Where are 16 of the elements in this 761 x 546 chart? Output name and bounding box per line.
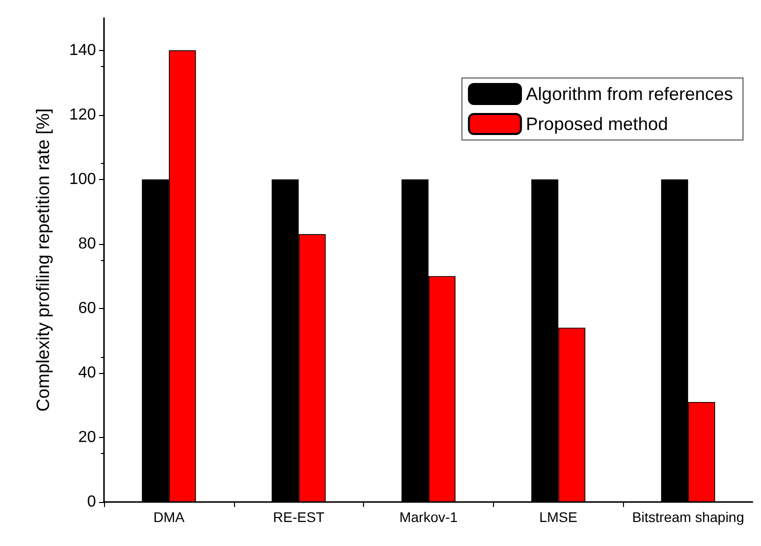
y-tick-label: 100: [69, 170, 96, 188]
y-tick-label: 80: [78, 235, 96, 252]
x-tick-label: DMA: [153, 509, 186, 525]
y-tick-label: 0: [87, 494, 96, 510]
y-tick-label: 60: [78, 300, 96, 317]
legend-label: Algorithm from references: [526, 84, 734, 104]
x-tick-label: LMSE: [539, 509, 578, 525]
legend-label: Proposed method: [526, 114, 668, 134]
y-axis-title: Complexity profiling repetition rate [%]: [33, 108, 53, 412]
y-tick-label: 40: [78, 364, 96, 382]
y-tick-label: 20: [78, 428, 96, 446]
x-tick-label: RE-EST: [273, 509, 325, 525]
y-tick-label: 140: [69, 42, 96, 59]
x-tick-label: Markov-1: [399, 509, 458, 525]
x-tick-label: Bitstream shaping: [632, 509, 744, 525]
y-tick-label: 120: [69, 106, 96, 124]
